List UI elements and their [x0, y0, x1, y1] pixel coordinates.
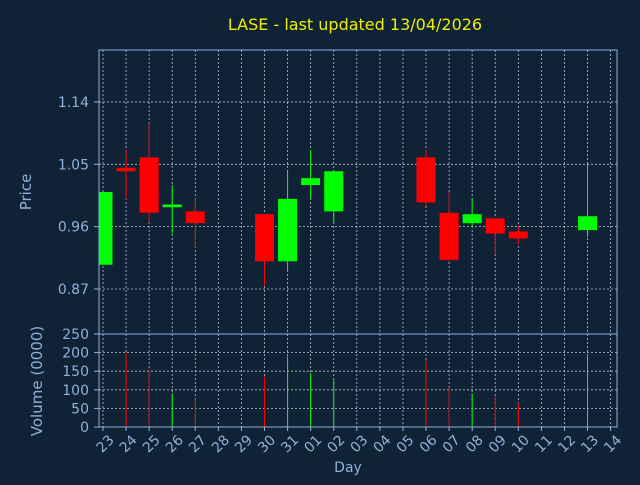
x-tick-label: 02 — [324, 432, 348, 456]
volume-y-tick-label: 100 — [62, 383, 89, 399]
candle-body — [485, 218, 505, 234]
candle-body — [278, 198, 298, 262]
x-tick-label: 28 — [209, 432, 233, 456]
volume-grid — [99, 334, 617, 427]
x-tick-label: 03 — [348, 432, 372, 456]
candle-body — [578, 216, 598, 231]
price-candles — [99, 122, 598, 286]
price-y-tick-label: 1.05 — [58, 157, 89, 173]
x-tick-label: 29 — [232, 432, 256, 456]
candle-body — [139, 157, 159, 213]
candle-body — [99, 192, 113, 265]
volume-y-tick-label: 0 — [80, 420, 89, 436]
candle-body — [439, 212, 459, 260]
x-tick-label: 09 — [486, 432, 510, 456]
chart-title: LASE - last updated 13/04/2026 — [228, 15, 482, 34]
x-tick-label: 06 — [417, 432, 441, 456]
price-axis-label: Price — [17, 174, 35, 211]
price-y-tick-label: 0.96 — [58, 220, 89, 236]
candle-body — [301, 178, 321, 186]
x-tick-label: 05 — [394, 432, 418, 456]
price-y-ticks: 0.87 0.96 1.05 1.14 — [58, 95, 99, 298]
volume-y-tick-label: 250 — [62, 327, 89, 343]
x-tick-label: 10 — [509, 432, 533, 456]
volume-y-tick-label: 200 — [62, 346, 89, 362]
x-tick-label: 13 — [578, 432, 602, 456]
candle-body — [116, 167, 136, 172]
x-tick-label: 08 — [463, 432, 487, 456]
x-tick-label: 30 — [255, 432, 279, 456]
x-tick-label: 27 — [186, 432, 210, 456]
candle-body — [255, 214, 275, 262]
x-tick-label: 23 — [94, 432, 118, 456]
volume-bars — [125, 352, 589, 427]
x-tick-label: 24 — [117, 432, 141, 456]
candle-body — [462, 214, 482, 224]
volume-y-tick-label: 50 — [71, 401, 89, 417]
price-y-tick-label: 1.14 — [58, 95, 89, 111]
price-grid — [99, 50, 617, 334]
x-tick-label: 31 — [278, 432, 302, 456]
volume-y-ticks: 0 50 100 150 200 250 — [62, 327, 99, 436]
x-ticks: 23 24 25 26 27 28 29 30 31 01 02 03 04 05 06 07 08 09 10 11… — [94, 427, 625, 456]
price-y-tick-label: 0.87 — [58, 282, 89, 298]
candle-body — [416, 157, 436, 203]
volume-y-tick-label: 150 — [62, 364, 89, 380]
x-axis-label: Day — [334, 460, 362, 476]
x-tick-label: 01 — [301, 432, 325, 456]
candle-body — [162, 204, 182, 208]
volume-panel-frame — [98, 333, 618, 428]
price-panel-frame — [98, 49, 618, 335]
volume-axis-label: Volume (0000) — [28, 326, 46, 436]
candle-body — [508, 231, 528, 239]
x-tick-label: 14 — [601, 432, 625, 456]
x-tick-label: 26 — [163, 432, 187, 456]
x-tick-label: 25 — [140, 432, 164, 456]
candle-body — [324, 171, 344, 212]
candle-body — [185, 211, 205, 224]
x-tick-label: 11 — [532, 432, 556, 456]
x-tick-label: 12 — [555, 432, 579, 456]
x-tick-label: 04 — [371, 432, 395, 456]
x-tick-label: 07 — [440, 432, 464, 456]
